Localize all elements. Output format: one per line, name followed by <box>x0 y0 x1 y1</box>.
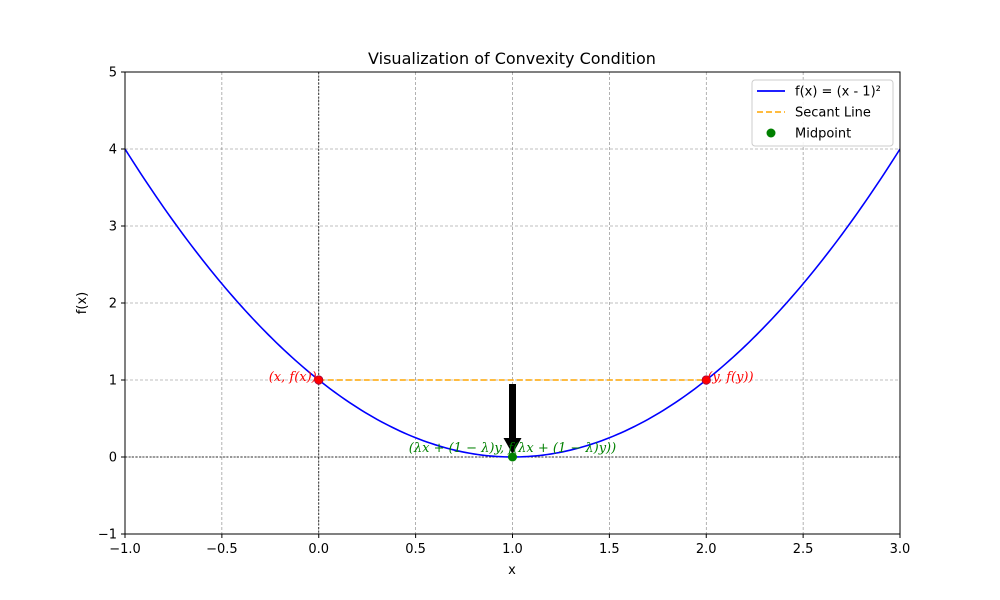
x-tick-label: 1.0 <box>502 542 523 557</box>
y-tick-label: 0 <box>109 451 117 466</box>
x-tick-label: 1.5 <box>599 542 620 557</box>
endpoint-marker <box>702 376 711 384</box>
y-tick-label: 5 <box>109 66 117 81</box>
legend-label: f(x) = (x - 1)² <box>795 85 881 100</box>
y-axis-label: f(x) <box>75 292 90 314</box>
midpoint-label: (λx + (1 − λ)y, f(λx + (1 − λ)y)) <box>409 441 616 456</box>
arrow-shaft <box>509 384 516 438</box>
chart-title: Visualization of Convexity Condition <box>368 49 656 68</box>
y-tick-label: −1 <box>98 528 117 543</box>
endpoint-marker-ring <box>701 375 711 385</box>
x-tick-label: 2.5 <box>793 542 814 557</box>
x-tick-label: −0.5 <box>206 542 238 557</box>
midpoint-marker <box>508 452 517 462</box>
y-tick-label: 3 <box>109 220 117 235</box>
endpoint-label-x: (x, f(x)) <box>269 370 317 385</box>
endpoint-marker-ring <box>314 375 324 385</box>
plot-area <box>125 148 900 462</box>
x-tick-label: −1.0 <box>109 542 141 557</box>
legend-label: Secant Line <box>795 106 871 121</box>
y-tick-label: 1 <box>109 374 117 389</box>
x-axis-label: x <box>508 563 516 578</box>
legend: f(x) = (x - 1)² Secant Line Midpoint <box>751 79 894 147</box>
annotations: (x, f(x)) (y, f(y)) (λx + (1 − λ)y, f(λx +… <box>269 370 754 456</box>
x-tick-label: 0.5 <box>405 542 426 557</box>
legend-label: Midpoint <box>795 127 851 142</box>
legend-swatch-midpoint <box>766 128 776 138</box>
endpoint-label-y: (y, f(y)) <box>707 370 753 385</box>
y-tick-label: 2 <box>109 297 117 312</box>
legend-box <box>751 79 894 147</box>
x-tick-label: 3.0 <box>890 542 911 557</box>
x-tick-label: 2.0 <box>696 542 717 557</box>
y-tick-label: 4 <box>109 143 117 158</box>
arrow-head <box>503 438 522 454</box>
axis-ticks: −1.0 −0.5 0.0 0.5 1.0 1.5 2.0 2.5 3.0 −1 0 1 2 3 4 5 <box>98 66 911 558</box>
endpoint-marker <box>314 376 323 384</box>
x-tick-label: 0.0 <box>308 542 329 557</box>
